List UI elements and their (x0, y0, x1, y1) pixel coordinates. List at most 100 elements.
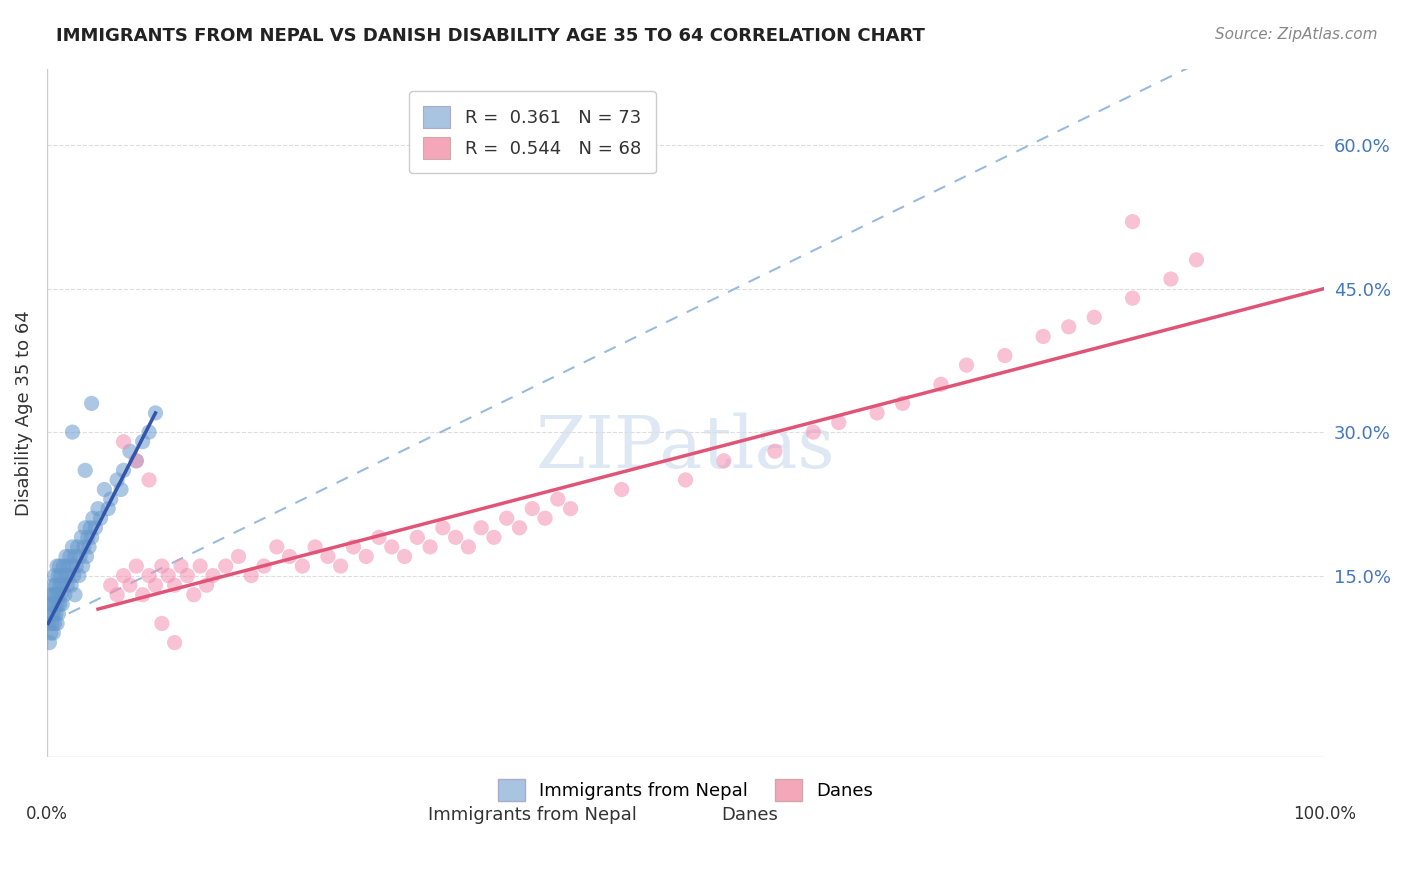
Point (48, 607, 70, 621)
Point (163, 578, 186, 592)
Point (188, 559, 211, 574)
Point (72, 559, 94, 574)
Point (41, 597, 63, 611)
Point (45, 578, 67, 592)
Point (125, 559, 148, 574)
Point (432, 521, 454, 535)
Point (48, 578, 70, 592)
Point (112, 463, 135, 477)
Point (46, 559, 69, 574)
Point (73, 540, 96, 554)
Point (828, 416, 851, 430)
Point (45, 588, 67, 602)
Point (495, 511, 517, 525)
Point (110, 483, 132, 497)
Point (44, 597, 66, 611)
Point (763, 444, 786, 458)
Text: 0.0%: 0.0% (25, 805, 67, 823)
Point (42, 626, 65, 640)
Point (62, 568, 84, 582)
Point (62, 425, 84, 439)
Point (610, 483, 633, 497)
Point (45, 607, 67, 621)
Point (48, 597, 70, 611)
Point (994, 349, 1017, 363)
Point (547, 491, 569, 506)
Point (105, 473, 128, 487)
Point (118, 578, 141, 592)
Point (62, 540, 84, 554)
Point (75, 521, 97, 535)
Point (394, 549, 416, 564)
Point (522, 501, 544, 516)
Point (163, 635, 186, 649)
Point (508, 521, 530, 535)
Point (1083, 310, 1105, 325)
Point (929, 377, 952, 392)
Point (70, 530, 93, 544)
Point (157, 568, 180, 582)
Point (419, 540, 441, 554)
Point (131, 434, 153, 449)
Point (82, 511, 104, 525)
Point (90, 511, 112, 525)
Point (1122, 291, 1144, 305)
Y-axis label: Disability Age 35 to 64: Disability Age 35 to 64 (15, 310, 32, 516)
Point (66, 540, 89, 554)
Point (145, 578, 167, 592)
Point (112, 434, 135, 449)
Point (470, 521, 492, 535)
Text: Immigrants from Nepal: Immigrants from Nepal (427, 805, 637, 823)
Point (51, 597, 73, 611)
Point (891, 396, 914, 410)
Text: Danes: Danes (721, 805, 778, 823)
Point (138, 568, 160, 582)
Point (329, 559, 352, 574)
Point (79, 521, 101, 535)
Point (100, 578, 122, 592)
Point (46, 616, 69, 631)
Point (42, 607, 65, 621)
Point (48, 568, 70, 582)
Point (1160, 272, 1182, 286)
Point (150, 616, 173, 631)
Point (1185, 252, 1208, 267)
Point (58, 568, 80, 582)
Point (176, 568, 198, 582)
Point (67, 568, 90, 582)
Point (55, 549, 77, 564)
Point (56, 559, 79, 574)
Point (534, 511, 557, 525)
Point (39, 607, 62, 621)
Point (97, 501, 120, 516)
Point (278, 549, 301, 564)
Point (100, 491, 122, 506)
Point (69, 549, 91, 564)
Point (138, 473, 160, 487)
Point (49, 588, 72, 602)
Point (52, 559, 75, 574)
Point (46, 597, 69, 611)
Point (59, 549, 82, 564)
Point (368, 530, 391, 544)
Point (131, 588, 153, 602)
Point (1032, 329, 1054, 343)
Text: 100.0%: 100.0% (1292, 805, 1355, 823)
Point (63, 549, 86, 564)
Point (215, 559, 238, 574)
Point (41, 616, 63, 631)
Point (62, 559, 84, 574)
Text: Source: ZipAtlas.com: Source: ZipAtlas.com (1215, 27, 1378, 42)
Text: IMMIGRANTS FROM NEPAL VS DANISH DISABILITY AGE 35 TO 64 CORRELATION CHART: IMMIGRANTS FROM NEPAL VS DANISH DISABILI… (56, 27, 925, 45)
Point (39, 626, 62, 640)
Point (560, 501, 582, 516)
Point (1057, 319, 1080, 334)
Point (145, 406, 167, 420)
Point (84, 521, 107, 535)
Point (342, 540, 364, 554)
Point (195, 578, 218, 592)
Point (60, 578, 83, 592)
Point (49, 568, 72, 582)
Point (866, 406, 889, 420)
Point (77, 540, 100, 554)
